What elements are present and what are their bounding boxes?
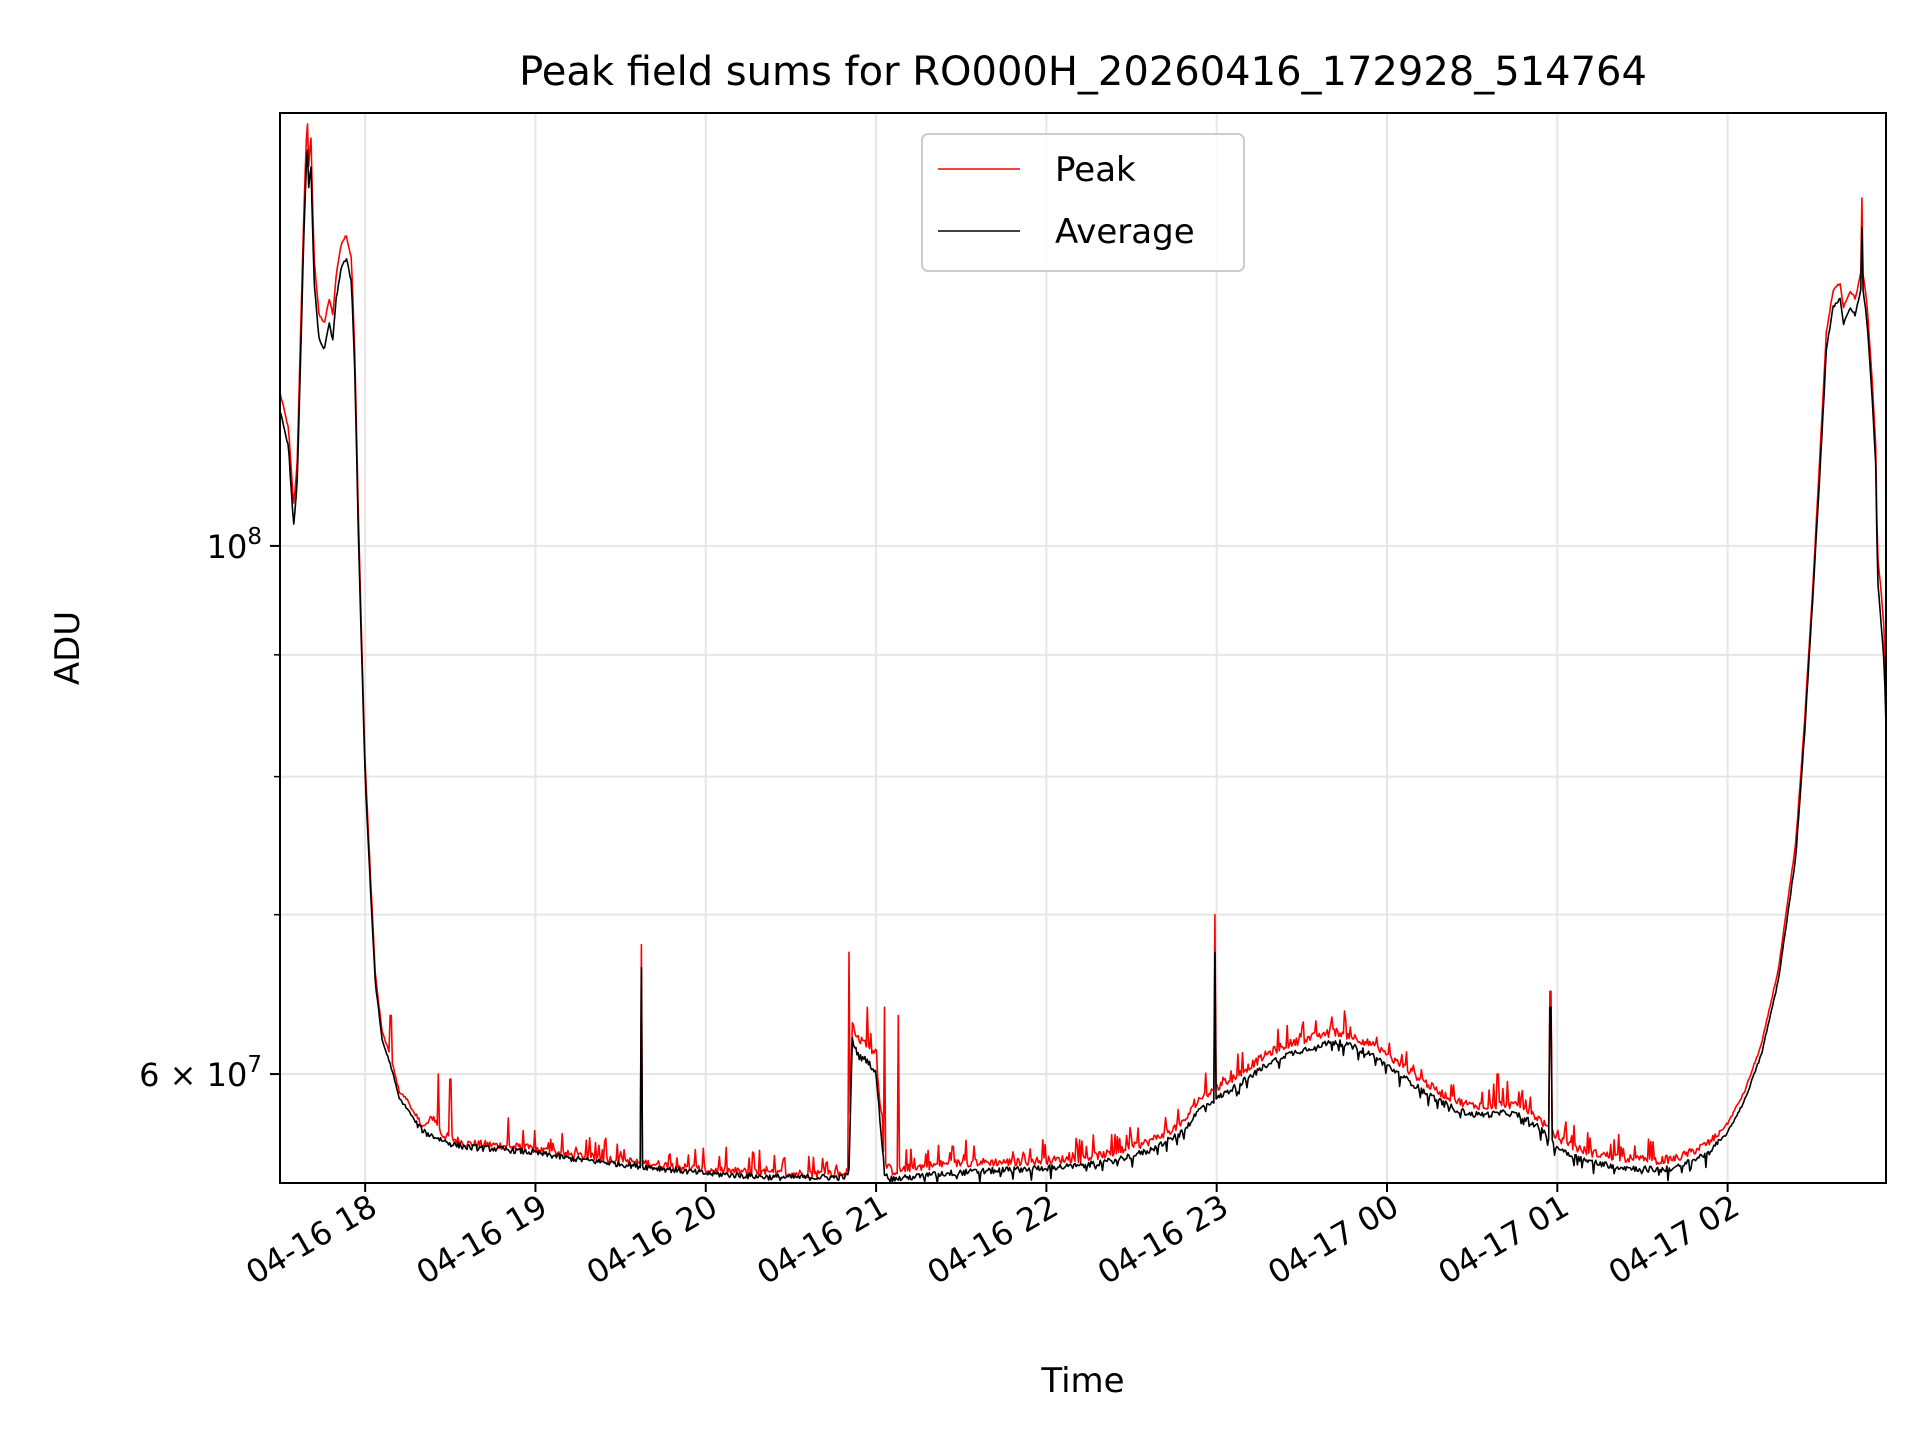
series-lines xyxy=(279,123,1887,1184)
y-axis-ticks: 108 6 × 107 xyxy=(139,524,280,1094)
y-tick-label: 108 xyxy=(207,524,262,566)
legend: Peak Average xyxy=(921,133,1245,272)
series-line-average xyxy=(279,149,1887,1184)
grid-lines xyxy=(280,113,1886,1183)
series-line-peak xyxy=(279,123,1887,1179)
y-tick-label: 6 × 107 xyxy=(139,1052,262,1094)
legend-label-average: Average xyxy=(1055,212,1195,252)
y-axis-label: ADU xyxy=(48,611,88,685)
legend-label-peak: Peak xyxy=(1055,150,1136,190)
plot-area-frame xyxy=(279,112,1887,1184)
x-axis-label: Time xyxy=(1040,1361,1124,1401)
chart-title: Peak field sums for RO000H_20260416_1729… xyxy=(519,49,1647,95)
